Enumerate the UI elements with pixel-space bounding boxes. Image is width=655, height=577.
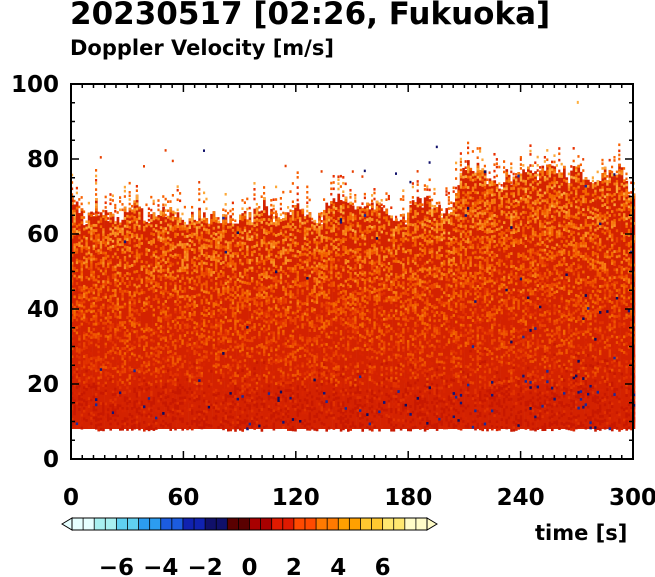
y-tick-label: 20: [27, 372, 59, 398]
x-tick-label: 180: [384, 485, 432, 511]
x-tick-label: 240: [497, 485, 545, 511]
colorbar-tick-label: 0: [241, 555, 257, 577]
y-tick-label: 40: [27, 297, 59, 323]
x-axis: 0 60 120 180 240 300: [63, 84, 655, 511]
colorbar-tick-label: −4: [143, 555, 178, 577]
colorbar-min-extension: [61, 517, 73, 531]
heatmap-field: [71, 100, 636, 432]
x-tick-label: 0: [63, 485, 79, 511]
y-axis: 0 20 40 60 80 100: [11, 72, 633, 473]
x-axis-label: time [s]: [535, 521, 628, 545]
y-tick-label: 80: [27, 147, 59, 173]
colorbar-tick-label: 6: [375, 555, 391, 577]
chart-title: 20230517 [02:26, Fukuoka]: [70, 0, 551, 32]
x-tick-label: 60: [167, 485, 199, 511]
colorbar-tick-label: −2: [187, 555, 222, 577]
colorbar-max-extension: [426, 517, 438, 531]
y-tick-label: 60: [27, 222, 59, 248]
colorbar-tick-label: −6: [99, 555, 134, 577]
x-tick-label: 300: [609, 485, 655, 511]
y-tick-label: 100: [11, 72, 59, 98]
colorbar-tick-label: 2: [286, 555, 302, 577]
colorbar: −6 −4 −2 0 2 4 6: [61, 517, 438, 577]
x-tick-label: 120: [272, 485, 320, 511]
colorbar-tick-label: 4: [330, 555, 346, 577]
y-tick-label: 0: [43, 447, 59, 473]
chart-subtitle: Doppler Velocity [m/s]: [70, 36, 334, 60]
